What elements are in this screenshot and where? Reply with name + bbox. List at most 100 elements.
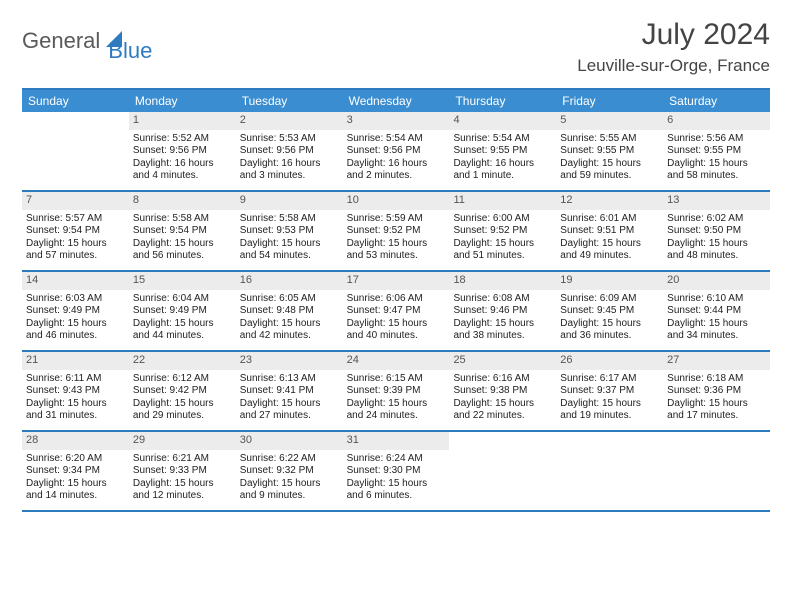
- day-cell: 3Sunrise: 5:54 AMSunset: 9:56 PMDaylight…: [343, 112, 450, 190]
- day-header-wednesday: Wednesday: [343, 90, 450, 112]
- daylight-line: and 9 minutes.: [240, 490, 339, 503]
- daylight-line: and 54 minutes.: [240, 250, 339, 263]
- sunset-line: Sunset: 9:36 PM: [667, 385, 766, 398]
- calendar: SundayMondayTuesdayWednesdayThursdayFrid…: [22, 88, 770, 512]
- sunset-line: Sunset: 9:37 PM: [560, 385, 659, 398]
- daylight-line: Daylight: 15 hours: [347, 238, 446, 251]
- sunset-line: Sunset: 9:54 PM: [133, 225, 232, 238]
- day-cell: 21Sunrise: 6:11 AMSunset: 9:43 PMDayligh…: [22, 352, 129, 430]
- sunset-line: Sunset: 9:38 PM: [453, 385, 552, 398]
- sunset-line: Sunset: 9:55 PM: [560, 145, 659, 158]
- daylight-line: and 44 minutes.: [133, 330, 232, 343]
- week-row: 14Sunrise: 6:03 AMSunset: 9:49 PMDayligh…: [22, 272, 770, 352]
- sunset-line: Sunset: 9:42 PM: [133, 385, 232, 398]
- sunrise-line: Sunrise: 6:11 AM: [26, 373, 125, 386]
- day-cell: 6Sunrise: 5:56 AMSunset: 9:55 PMDaylight…: [663, 112, 770, 190]
- sunrise-line: Sunrise: 6:12 AM: [133, 373, 232, 386]
- sunrise-line: Sunrise: 6:22 AM: [240, 453, 339, 466]
- day-header-sunday: Sunday: [22, 90, 129, 112]
- day-number: 8: [129, 192, 236, 210]
- sunrise-line: Sunrise: 6:20 AM: [26, 453, 125, 466]
- sunset-line: Sunset: 9:46 PM: [453, 305, 552, 318]
- daylight-line: Daylight: 15 hours: [26, 238, 125, 251]
- day-number: 9: [236, 192, 343, 210]
- daylight-line: and 17 minutes.: [667, 410, 766, 423]
- week-row: 1Sunrise: 5:52 AMSunset: 9:56 PMDaylight…: [22, 112, 770, 192]
- sunrise-line: Sunrise: 5:54 AM: [453, 133, 552, 146]
- sunrise-line: Sunrise: 5:59 AM: [347, 213, 446, 226]
- day-cell: 26Sunrise: 6:17 AMSunset: 9:37 PMDayligh…: [556, 352, 663, 430]
- day-cell: 4 Sunrise: 5:54 AMSunset: 9:55 PMDaylight…: [449, 112, 556, 190]
- daylight-line: and 49 minutes.: [560, 250, 659, 263]
- daylight-line: Daylight: 15 hours: [240, 478, 339, 491]
- sunset-line: Sunset: 9:30 PM: [347, 465, 446, 478]
- week-row: 21Sunrise: 6:11 AMSunset: 9:43 PMDayligh…: [22, 352, 770, 432]
- day-number: 28: [22, 432, 129, 450]
- day-number: 1: [129, 112, 236, 130]
- daylight-line: and 1 minute.: [453, 170, 552, 183]
- empty-cell: [556, 432, 663, 510]
- daylight-line: and 40 minutes.: [347, 330, 446, 343]
- sunset-line: Sunset: 9:52 PM: [453, 225, 552, 238]
- daylight-line: Daylight: 15 hours: [453, 238, 552, 251]
- day-cell: 18Sunrise: 6:08 AMSunset: 9:46 PMDayligh…: [449, 272, 556, 350]
- day-number: 4: [449, 112, 556, 130]
- day-cell: 22Sunrise: 6:12 AMSunset: 9:42 PMDayligh…: [129, 352, 236, 430]
- sunrise-line: Sunrise: 6:21 AM: [133, 453, 232, 466]
- logo-word-blue: Blue: [108, 38, 152, 64]
- sunset-line: Sunset: 9:32 PM: [240, 465, 339, 478]
- daylight-line: Daylight: 15 hours: [26, 478, 125, 491]
- daylight-line: and 46 minutes.: [26, 330, 125, 343]
- sunrise-line: Sunrise: 6:15 AM: [347, 373, 446, 386]
- day-cell: 8Sunrise: 5:58 AMSunset: 9:54 PMDaylight…: [129, 192, 236, 270]
- sunrise-line: Sunrise: 5:53 AM: [240, 133, 339, 146]
- daylight-line: Daylight: 15 hours: [26, 318, 125, 331]
- day-number: 23: [236, 352, 343, 370]
- day-number: 26: [556, 352, 663, 370]
- sunset-line: Sunset: 9:39 PM: [347, 385, 446, 398]
- day-cell: 23Sunrise: 6:13 AMSunset: 9:41 PMDayligh…: [236, 352, 343, 430]
- daylight-line: Daylight: 15 hours: [453, 318, 552, 331]
- day-cell: 15Sunrise: 6:04 AMSunset: 9:49 PMDayligh…: [129, 272, 236, 350]
- day-header-tuesday: Tuesday: [236, 90, 343, 112]
- daylight-line: Daylight: 16 hours: [347, 158, 446, 171]
- sunset-line: Sunset: 9:51 PM: [560, 225, 659, 238]
- day-number: 18: [449, 272, 556, 290]
- day-cell: 1Sunrise: 5:52 AMSunset: 9:56 PMDaylight…: [129, 112, 236, 190]
- daylight-line: and 42 minutes.: [240, 330, 339, 343]
- day-cell: 25Sunrise: 6:16 AMSunset: 9:38 PMDayligh…: [449, 352, 556, 430]
- daylight-line: Daylight: 15 hours: [560, 318, 659, 331]
- sunrise-line: Sunrise: 6:10 AM: [667, 293, 766, 306]
- day-number: 16: [236, 272, 343, 290]
- daylight-line: and 29 minutes.: [133, 410, 232, 423]
- sunset-line: Sunset: 9:34 PM: [26, 465, 125, 478]
- daylight-line: and 19 minutes.: [560, 410, 659, 423]
- week-row: 7Sunrise: 5:57 AMSunset: 9:54 PMDaylight…: [22, 192, 770, 272]
- sunrise-line: Sunrise: 5:58 AM: [240, 213, 339, 226]
- day-number: 30: [236, 432, 343, 450]
- sunrise-line: Sunrise: 6:01 AM: [560, 213, 659, 226]
- day-number: 19: [556, 272, 663, 290]
- sunset-line: Sunset: 9:55 PM: [453, 145, 552, 158]
- sunrise-line: Sunrise: 6:05 AM: [240, 293, 339, 306]
- day-number: 6: [663, 112, 770, 130]
- day-number: 24: [343, 352, 450, 370]
- day-cell: 30 Sunrise: 6:22 AMSunset: 9:32 PMDayligh…: [236, 432, 343, 510]
- day-header-saturday: Saturday: [663, 90, 770, 112]
- daylight-line: and 38 minutes.: [453, 330, 552, 343]
- daylight-line: Daylight: 16 hours: [453, 158, 552, 171]
- daylight-line: and 12 minutes.: [133, 490, 232, 503]
- daylight-line: and 36 minutes.: [560, 330, 659, 343]
- day-header-monday: Monday: [129, 90, 236, 112]
- day-cell: 17Sunrise: 6:06 AMSunset: 9:47 PMDayligh…: [343, 272, 450, 350]
- sunset-line: Sunset: 9:48 PM: [240, 305, 339, 318]
- day-number: 14: [22, 272, 129, 290]
- daylight-line: Daylight: 15 hours: [667, 398, 766, 411]
- day-cell: 12Sunrise: 6:01 AMSunset: 9:51 PMDayligh…: [556, 192, 663, 270]
- daylight-line: and 6 minutes.: [347, 490, 446, 503]
- daylight-line: and 48 minutes.: [667, 250, 766, 263]
- day-number: 13: [663, 192, 770, 210]
- day-cell: 19Sunrise: 6:09 AMSunset: 9:45 PMDayligh…: [556, 272, 663, 350]
- sunset-line: Sunset: 9:53 PM: [240, 225, 339, 238]
- daylight-line: Daylight: 15 hours: [560, 238, 659, 251]
